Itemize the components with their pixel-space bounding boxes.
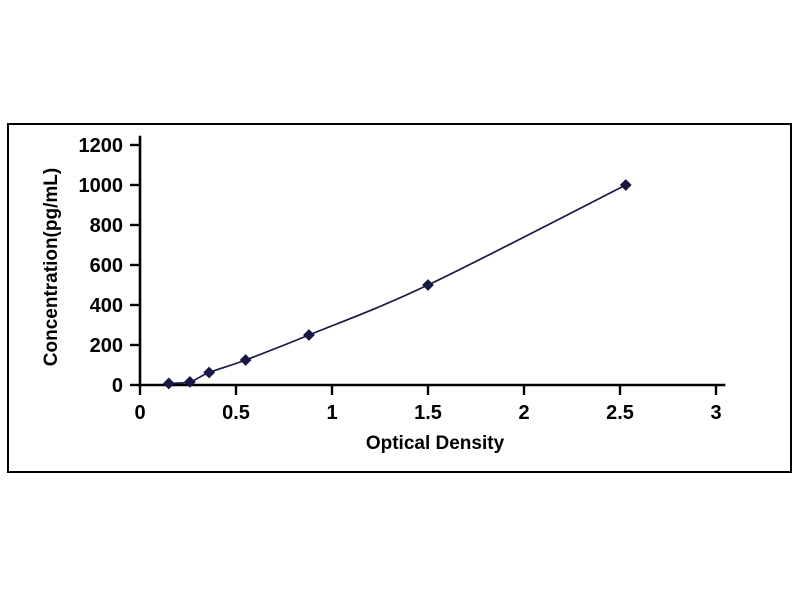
x-tick-label: 1.5 [414,402,442,424]
y-tick-label: 800 [90,215,123,237]
x-tick-label: 3 [710,402,721,424]
data-point-marker [203,366,216,379]
y-tick-label: 400 [90,295,123,317]
y-axis-tick-labels: 0 200 400 600 800 1000 1200 [79,135,124,397]
x-axis-ticks [138,385,718,395]
data-point-marker [162,377,175,390]
data-point-marker [619,179,632,191]
y-tick-label: 1200 [79,135,124,157]
x-tick-label: 1 [326,402,337,424]
chart-axes [138,135,726,387]
y-tick-label: 0 [112,375,123,397]
figure-frame: 0 0.5 1 1.5 2 2.5 3 0 200 400 600 800 1000 1200 Opti… [7,123,792,473]
series-standard-curve [168,184,627,385]
y-tick-label: 1000 [79,175,124,197]
x-tick-label: 2.5 [606,402,634,424]
data-point-marker [422,279,434,291]
y-tick-label: 600 [90,255,123,277]
data-point-marker [239,354,252,366]
x-axis-title: Optical Density [366,433,505,454]
y-axis-title: Concentration(pg/mL) [41,168,62,366]
x-axis-tick-labels: 0 0.5 1 1.5 2 2.5 3 [134,402,721,424]
standard-curve-chart: 0 0.5 1 1.5 2 2.5 3 0 200 400 600 800 1000 1200 Opti… [41,135,726,454]
series-markers [162,179,632,390]
data-point-marker [303,329,315,341]
y-tick-label: 200 [90,335,123,357]
x-tick-label: 2 [518,402,529,424]
data-point-marker [184,375,196,388]
x-tick-label: 0.5 [222,402,250,424]
y-axis-ticks [130,143,140,387]
x-tick-label: 0 [134,402,145,424]
